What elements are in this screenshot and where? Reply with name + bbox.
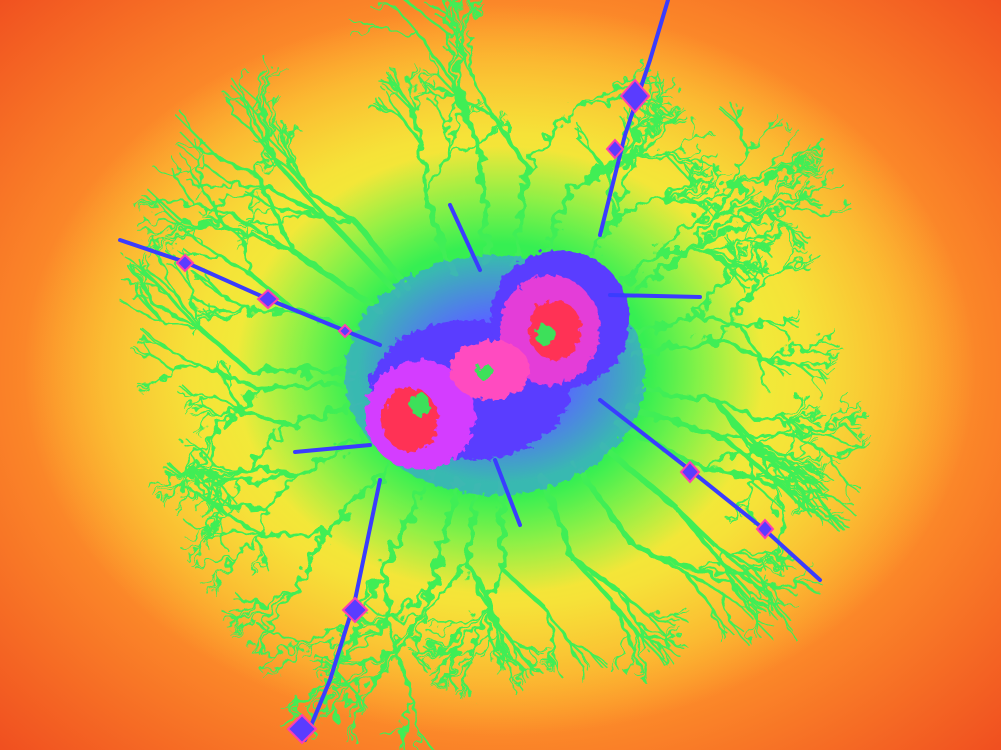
filament-nodes — [175, 78, 775, 745]
fractal-core — [345, 250, 645, 495]
dendrite-branches — [120, 0, 874, 750]
blue-filaments — [118, 0, 822, 742]
